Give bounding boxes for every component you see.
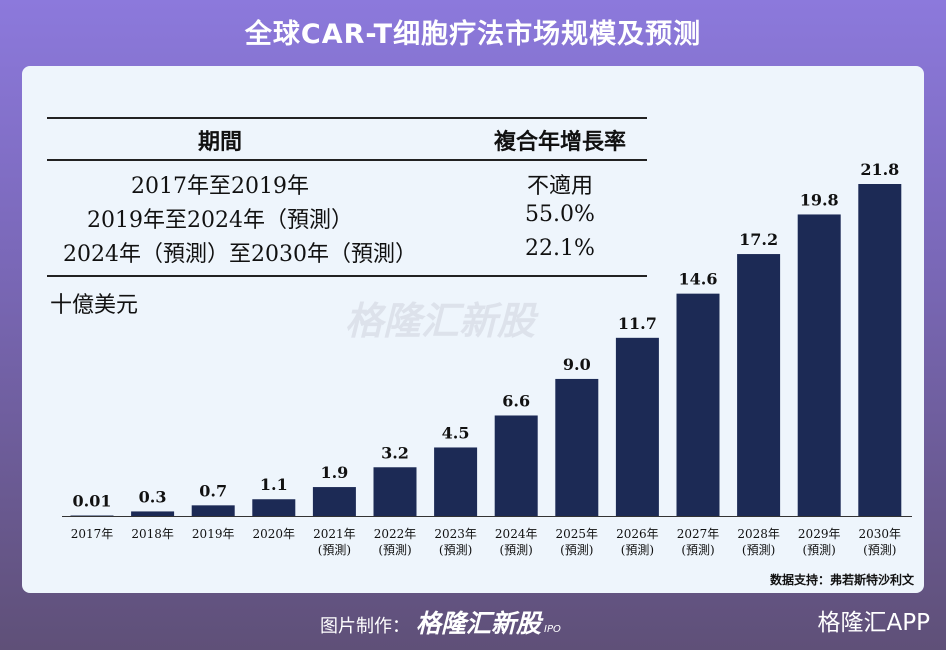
bar-value-label: 0.3 (139, 487, 167, 506)
credit-label: 图片制作： (320, 616, 410, 637)
table-rate: 22.1% (525, 236, 595, 261)
x-tick-sublabel: (預測) (803, 543, 836, 557)
table-rule-top (47, 117, 647, 119)
table-rule-bottom (47, 275, 647, 277)
x-tick-sublabel: (預測) (621, 543, 654, 557)
x-tick-label: 2029年 (798, 527, 841, 541)
x-tick-label: 2025年 (556, 527, 599, 541)
table-rate: 不適用 (526, 174, 593, 199)
x-tick-sublabel: (預測) (560, 543, 593, 557)
page-title: 全球CAR-T细胞疗法市场规模及预测 (244, 19, 702, 50)
app-brand: 格隆汇APP (817, 610, 930, 636)
bar (131, 511, 175, 516)
x-tick-label: 2024年 (495, 527, 538, 541)
bar-value-label: 17.2 (739, 230, 778, 249)
watermark: 格隆汇新股 (345, 299, 536, 343)
y-axis-unit: 十億美元 (50, 293, 139, 318)
x-tick-label: 2021年 (313, 527, 356, 541)
x-tick-sublabel: (預測) (681, 543, 714, 557)
table-rate: 55.0% (525, 202, 595, 227)
bar-value-label: 14.6 (679, 270, 718, 289)
bar-value-label: 1.1 (260, 475, 288, 494)
x-tick-sublabel: (預測) (318, 543, 351, 557)
x-tick-sublabel: (預測) (863, 543, 896, 557)
bar (737, 254, 781, 516)
x-tick-sublabel: (預測) (378, 543, 411, 557)
bar (615, 337, 659, 516)
bar (373, 467, 417, 516)
bar (858, 184, 902, 516)
x-tick-label: 2020年 (253, 527, 296, 541)
bar (494, 415, 538, 516)
source-note: 数据支持：弗若斯特沙利文 (769, 573, 914, 587)
bar-value-label: 21.8 (860, 160, 899, 179)
bar (312, 487, 356, 516)
credit-brand: 格隆汇新股 (416, 609, 542, 638)
x-tick-label: 2018年 (131, 527, 174, 541)
bar-value-label: 3.2 (381, 443, 409, 462)
bar-value-label: 6.6 (502, 391, 530, 410)
x-tick-sublabel: (預測) (439, 543, 472, 557)
bar (70, 515, 114, 516)
bar-value-label: 0.01 (73, 492, 112, 511)
table-period: 2024年（預測）至2030年（預測） (63, 242, 417, 267)
table-header-period: 期間 (197, 130, 242, 155)
bar-value-label: 0.7 (199, 481, 227, 500)
bar-value-label: 9.0 (563, 355, 591, 374)
footer-credit: 图片制作： 格隆汇新股 IPO (320, 604, 561, 640)
table-header-cagr: 複合年增長率 (493, 130, 626, 155)
table-period: 2017年至2019年 (131, 174, 309, 199)
bar (434, 447, 478, 516)
bar-value-label: 4.5 (442, 423, 470, 442)
credit-sub: IPO (544, 624, 561, 635)
bar (252, 499, 296, 516)
x-tick-label: 2027年 (677, 527, 720, 541)
table-rule-header (47, 159, 647, 161)
bar-value-label: 11.7 (618, 314, 657, 333)
table-period: 2019年至2024年（預測） (87, 208, 353, 233)
bar-value-label: 1.9 (320, 463, 348, 482)
x-tick-label: 2019年 (192, 527, 235, 541)
bar (797, 214, 841, 516)
x-tick-label: 2022年 (374, 527, 417, 541)
x-tick-sublabel: (預測) (742, 543, 775, 557)
x-tick-sublabel: (預測) (500, 543, 533, 557)
x-tick-label: 2030年 (859, 527, 902, 541)
bar-value-label: 19.8 (800, 190, 839, 209)
bar (555, 378, 599, 516)
x-tick-label: 2028年 (737, 527, 780, 541)
x-tick-label: 2023年 (434, 527, 477, 541)
bar (191, 505, 235, 516)
bar (676, 293, 720, 516)
x-tick-label: 2017年 (71, 527, 114, 541)
x-tick-label: 2026年 (616, 527, 659, 541)
